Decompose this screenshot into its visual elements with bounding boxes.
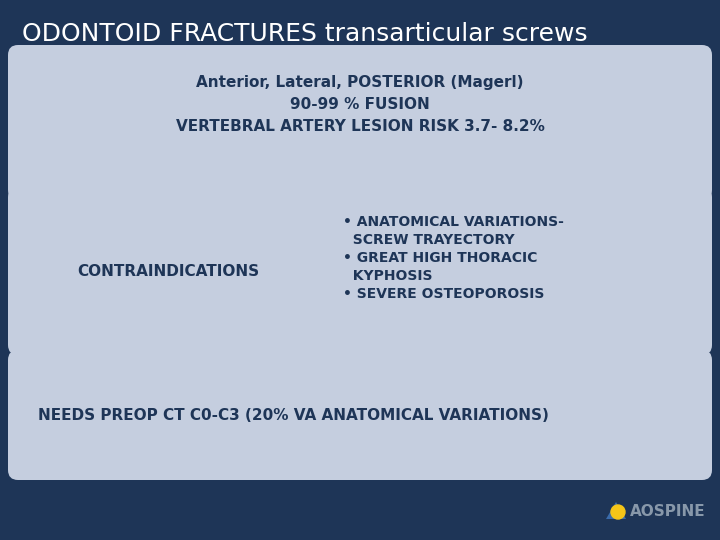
Text: NEEDS PREOP CT C0-C3 (20% VA ANATOMICAL VARIATIONS): NEEDS PREOP CT C0-C3 (20% VA ANATOMICAL … (38, 408, 549, 422)
Text: • GREAT HIGH THORACIC: • GREAT HIGH THORACIC (343, 251, 537, 265)
Text: VERTEBRAL ARTERY LESION RISK 3.7- 8.2%: VERTEBRAL ARTERY LESION RISK 3.7- 8.2% (176, 119, 544, 134)
Text: AOSPINE: AOSPINE (630, 504, 706, 519)
Text: • SEVERE OSTEOPOROSIS: • SEVERE OSTEOPOROSIS (343, 287, 544, 301)
Text: CONTRAINDICATIONS: CONTRAINDICATIONS (77, 264, 259, 279)
FancyBboxPatch shape (8, 187, 328, 355)
Text: 90-99 % FUSION: 90-99 % FUSION (290, 97, 430, 112)
Text: SCREW TRAYECTORY: SCREW TRAYECTORY (343, 233, 515, 247)
FancyBboxPatch shape (8, 45, 712, 200)
FancyBboxPatch shape (315, 187, 712, 355)
Text: ODONTOID FRACTURES transarticular screws: ODONTOID FRACTURES transarticular screws (22, 22, 588, 46)
Text: • ANATOMICAL VARIATIONS-: • ANATOMICAL VARIATIONS- (343, 215, 564, 229)
Circle shape (611, 505, 625, 519)
FancyBboxPatch shape (8, 350, 712, 480)
Text: Anterior, Lateral, POSTERIOR (Magerl): Anterior, Lateral, POSTERIOR (Magerl) (197, 75, 523, 90)
Text: KYPHOSIS: KYPHOSIS (343, 269, 433, 283)
Polygon shape (606, 502, 626, 519)
